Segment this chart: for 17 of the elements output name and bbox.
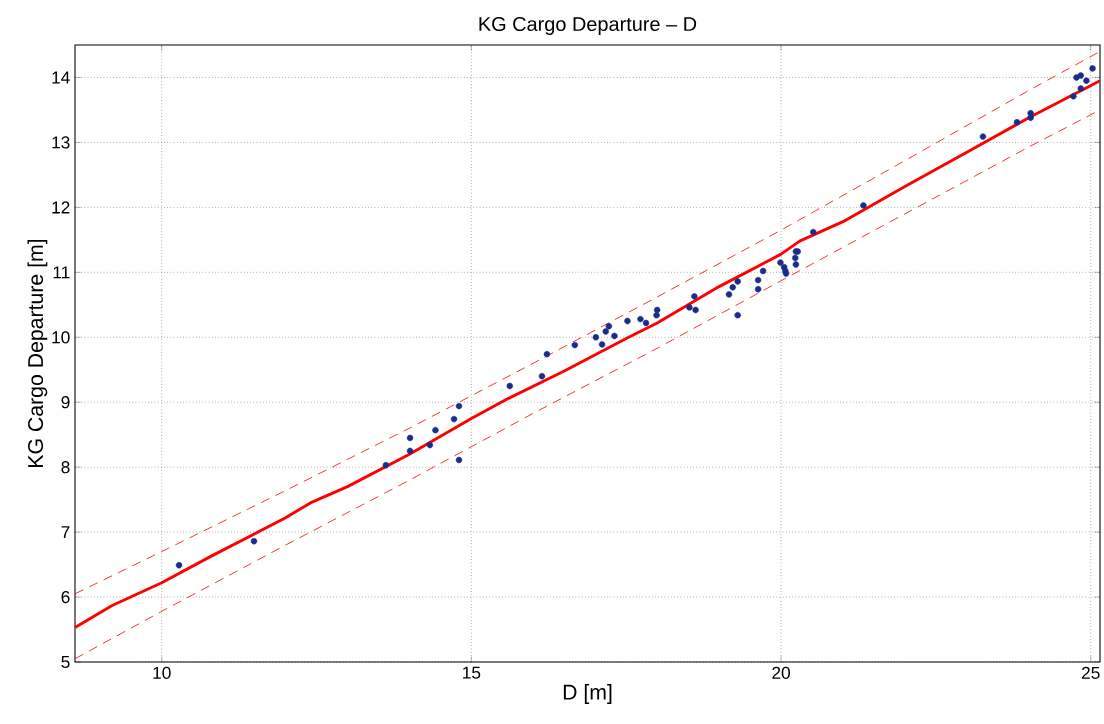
- y-tick-label: 12: [52, 201, 70, 214]
- y-tick-label: 13: [52, 136, 70, 149]
- y-tick-label: 11: [53, 266, 70, 279]
- y-tick-label: 10: [52, 331, 70, 344]
- chart-title: KG Cargo Departure – D: [479, 16, 697, 35]
- x-tick-label: 20: [772, 666, 790, 679]
- y-tick-label: 7: [61, 526, 70, 539]
- y-tick-label: 6: [61, 590, 70, 604]
- x-axis-title: D [m]: [563, 684, 612, 704]
- y-tick-label: 5: [61, 655, 70, 669]
- x-tick-label: 25: [1081, 666, 1100, 679]
- y-tick-label: 8: [61, 461, 70, 474]
- y-axis-title: KG Cargo Departure [m]: [27, 239, 48, 467]
- y-tick-label: 14: [52, 71, 70, 84]
- x-tick-label: 10: [153, 666, 171, 679]
- y-tick-label: 9: [61, 396, 70, 409]
- x-tick-label: 15: [463, 666, 481, 679]
